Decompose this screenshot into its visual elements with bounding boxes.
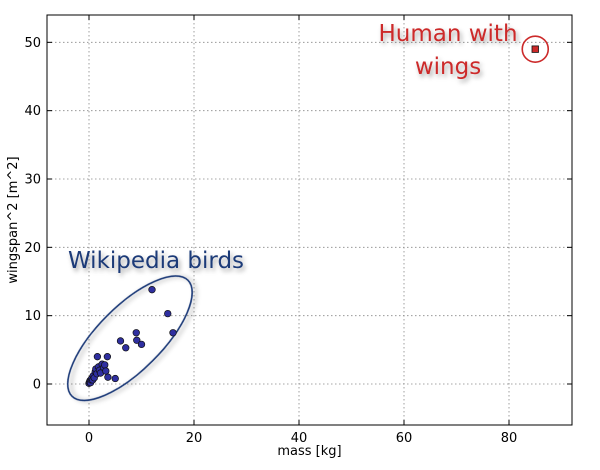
bird-point (103, 353, 112, 361)
x-tick-label: 20 (186, 431, 203, 446)
bird-point (122, 344, 130, 352)
bird-point (111, 374, 119, 383)
human-annotation-line2: wings (415, 54, 481, 80)
human-circle (521, 35, 550, 63)
y-tick-label: 40 (24, 104, 41, 119)
bird-point (116, 337, 125, 345)
y-tick-label: 10 (24, 309, 41, 324)
bird-point (132, 329, 140, 337)
x-tick-label: 0 (85, 431, 93, 446)
data-points (85, 45, 539, 387)
x-tick-label: 40 (291, 431, 308, 446)
bird-point (101, 361, 109, 369)
y-tick-label: 20 (24, 241, 41, 256)
human-point (531, 45, 539, 53)
x-tick-label: 60 (396, 431, 413, 446)
x-axis-label: mass [kg] (277, 444, 341, 459)
y-tick-label: 30 (24, 173, 41, 188)
x-tick-label: 80 (501, 431, 518, 446)
bird-point (137, 340, 146, 349)
y-tick-label: 0 (33, 378, 41, 393)
plot-area (46, 14, 573, 426)
bird-point (93, 353, 102, 361)
human-annotation-line1: Human with (378, 21, 517, 47)
bird-point (102, 367, 110, 375)
birds-ellipse (66, 275, 193, 402)
bird-point (133, 336, 141, 344)
birds-annotation: Wikipedia birds (68, 248, 244, 274)
bird-point (164, 309, 172, 318)
y-axis-label: wingspan^2 [m^2] (6, 156, 21, 283)
grid (47, 15, 572, 425)
axis-ticks: 0 20 40 60 80 0 10 20 30 40 50 (24, 15, 572, 446)
bird-point (148, 286, 156, 294)
bird-point (104, 373, 112, 381)
y-tick-label: 50 (24, 36, 41, 51)
bird-point (169, 329, 177, 337)
